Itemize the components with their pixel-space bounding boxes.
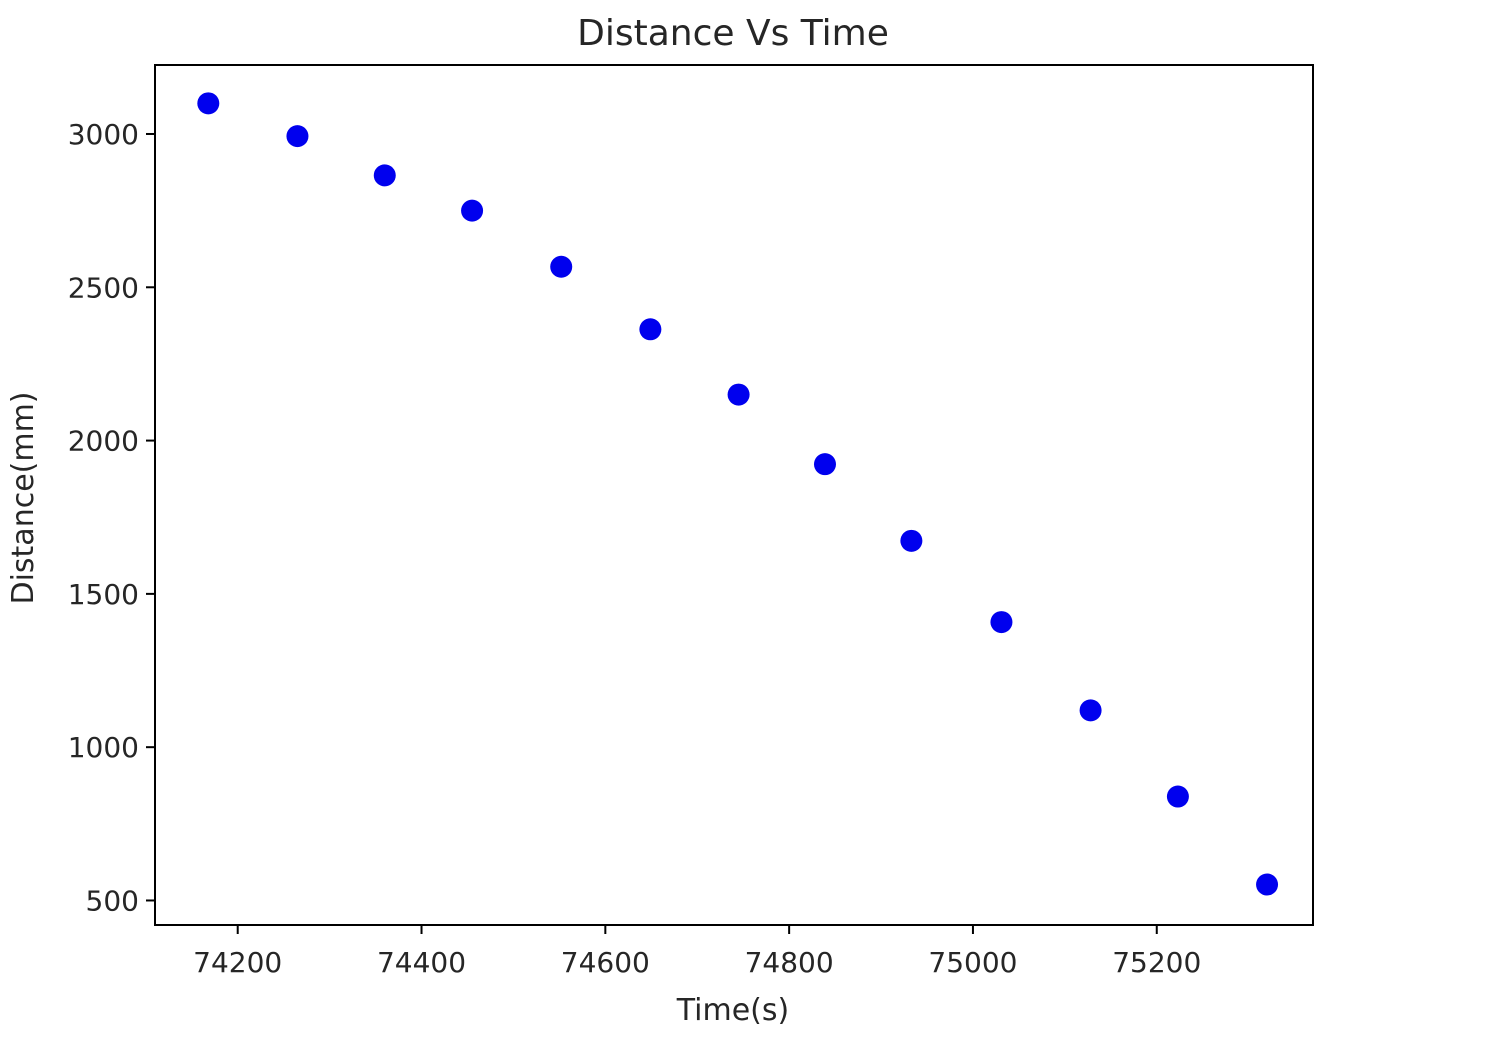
data-point (461, 199, 484, 222)
data-series (197, 92, 1279, 896)
y-tick-label: 2000 (68, 425, 139, 458)
x-axis-label: Time(s) (676, 993, 789, 1028)
data-point (813, 453, 836, 476)
data-point (286, 125, 309, 148)
data-point (990, 611, 1013, 634)
data-point (373, 164, 396, 187)
y-tick-label: 500 (86, 884, 139, 917)
data-point (1166, 785, 1189, 808)
data-point (900, 529, 923, 552)
plot-area (154, 64, 1314, 926)
data-point (1256, 873, 1279, 896)
y-axis: 500 1000 1500 2000 2500 3000 (68, 118, 155, 917)
y-tick-label: 3000 (68, 118, 139, 151)
data-point (639, 318, 662, 341)
y-tick-label: 1500 (68, 578, 139, 611)
data-point (550, 255, 573, 278)
y-tick-label: 2500 (68, 271, 139, 304)
x-axis: 74200 74400 74600 74800 75000 75200 (193, 925, 1201, 979)
x-tick-label: 75200 (1112, 946, 1201, 979)
y-axis-label: Distance(mm) (6, 391, 41, 604)
x-tick-label: 74200 (193, 946, 282, 979)
x-tick-label: 74800 (745, 946, 834, 979)
x-tick-label: 74600 (561, 946, 650, 979)
data-point (197, 92, 220, 115)
data-point (1079, 699, 1102, 722)
chart-title: Distance Vs Time (577, 13, 889, 54)
x-tick-label: 75000 (928, 946, 1017, 979)
data-point (727, 383, 750, 406)
y-tick-label: 1000 (68, 731, 139, 764)
x-tick-label: 74400 (377, 946, 466, 979)
